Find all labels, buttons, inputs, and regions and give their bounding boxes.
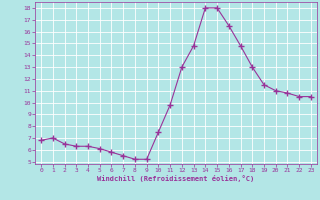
X-axis label: Windchill (Refroidissement éolien,°C): Windchill (Refroidissement éolien,°C) bbox=[97, 175, 255, 182]
